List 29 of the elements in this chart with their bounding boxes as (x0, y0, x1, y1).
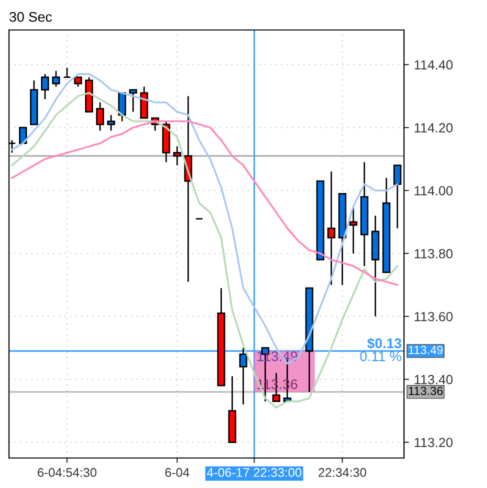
candlestick (96, 102, 104, 132)
candlestick (349, 206, 358, 254)
candlestick (41, 73, 50, 100)
candlestick (18, 126, 27, 144)
text: 113.36 (408, 386, 443, 396)
candlestick (107, 114, 116, 132)
y-tick-label: 114.20 (414, 123, 453, 132)
y-tick-label: 114.40 (414, 60, 453, 70)
y-tick-label: 114.00 (414, 186, 453, 196)
text: 113.49 (408, 346, 443, 354)
candlestick (74, 76, 82, 88)
candlestick (173, 146, 182, 166)
x-tick-label: 6-04 (165, 468, 190, 477)
candlestick (239, 347, 248, 406)
x-tick-label: 6-04:54:30 (38, 468, 96, 477)
y-tick-label: 113.40 (414, 374, 453, 384)
y-tick-label: 113.80 (414, 249, 453, 258)
candlestick (129, 89, 138, 113)
y-tick-label: 113.20 (414, 438, 453, 448)
x-tick-label: 4-06-17 22:33:00 (206, 468, 302, 477)
candlestick (327, 170, 336, 286)
candlestick (393, 164, 402, 229)
annotation: 0.11 % (360, 351, 402, 362)
candlestick (63, 67, 72, 78)
annotation: $0.13 (367, 338, 402, 350)
candlestick (52, 70, 60, 88)
x-tick-label: 22:34:30 (318, 468, 366, 477)
chart-title: 30 Sec (10, 12, 52, 22)
y-tick-label: 113.60 (414, 312, 453, 322)
